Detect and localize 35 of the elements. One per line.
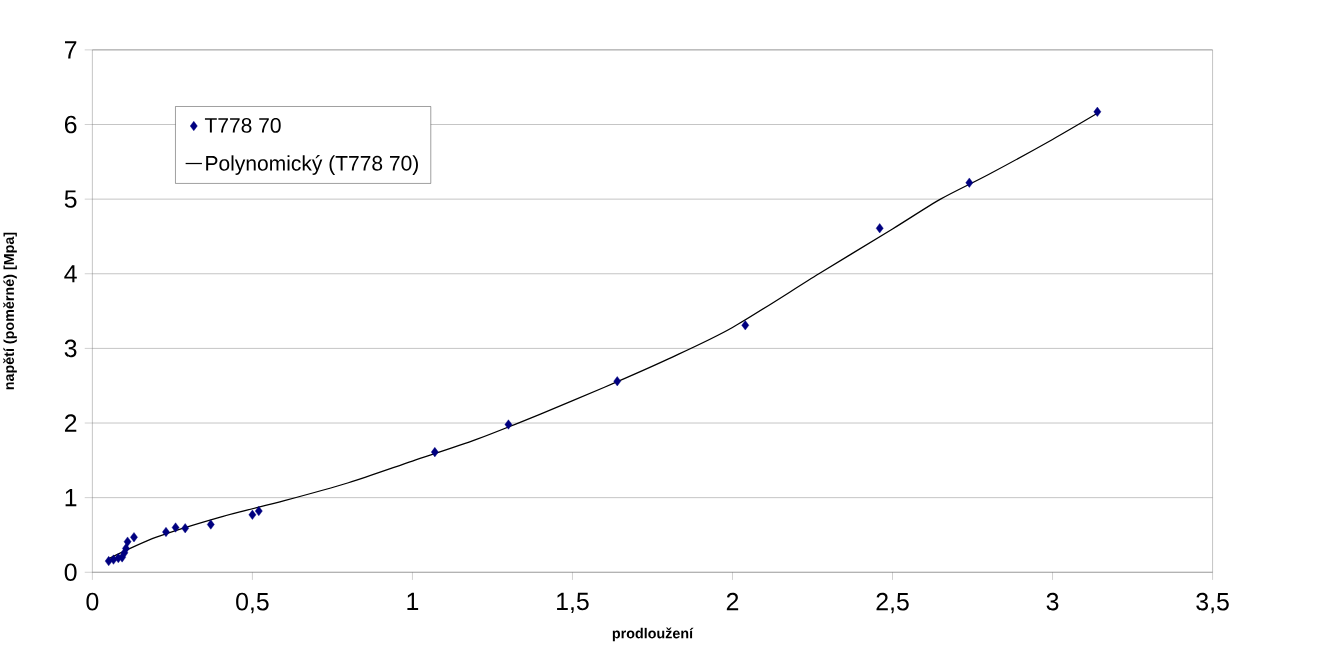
- y-tick-label: 4: [64, 265, 77, 283]
- x-tick-label: 2,5: [876, 592, 909, 614]
- point: [431, 447, 439, 458]
- x-tick-label: 3,5: [1196, 592, 1229, 614]
- point: [741, 320, 750, 331]
- x-tick-label: 1,5: [557, 592, 589, 614]
- x-axis-title: prodloužení: [612, 627, 694, 642]
- point: [207, 519, 215, 530]
- x-tick-label: 2: [726, 592, 739, 611]
- y-tick-label: 6: [64, 115, 77, 134]
- point: [123, 536, 132, 547]
- y-tick-label: 5: [64, 190, 77, 208]
- y-tick-label: 3: [64, 339, 77, 358]
- point: [613, 376, 622, 387]
- point: [255, 506, 263, 517]
- point: [1093, 106, 1102, 117]
- y-tick-label: 7: [64, 41, 77, 59]
- point: [504, 419, 513, 430]
- point: [248, 509, 257, 520]
- point: [171, 522, 180, 533]
- y-tick-label: 0: [64, 563, 77, 582]
- x-tick-label: 0,5: [236, 592, 269, 614]
- legend-label: T778 70: [204, 118, 281, 133]
- x-tick-label: 1: [407, 592, 419, 610]
- point: [130, 532, 138, 543]
- x-tick-label: 0: [86, 592, 99, 611]
- point: [875, 223, 884, 234]
- y-tick-label: 1: [65, 489, 77, 507]
- point: [181, 523, 189, 534]
- point: [162, 527, 170, 538]
- x-tick-label: 3: [1046, 592, 1059, 611]
- y-axis-title: napětí (poměrné) [Mpa]: [3, 232, 17, 390]
- legend-label: Polynomický (T778 70): [206, 155, 418, 175]
- y-tick-label: 2: [64, 414, 77, 432]
- point: [965, 177, 974, 188]
